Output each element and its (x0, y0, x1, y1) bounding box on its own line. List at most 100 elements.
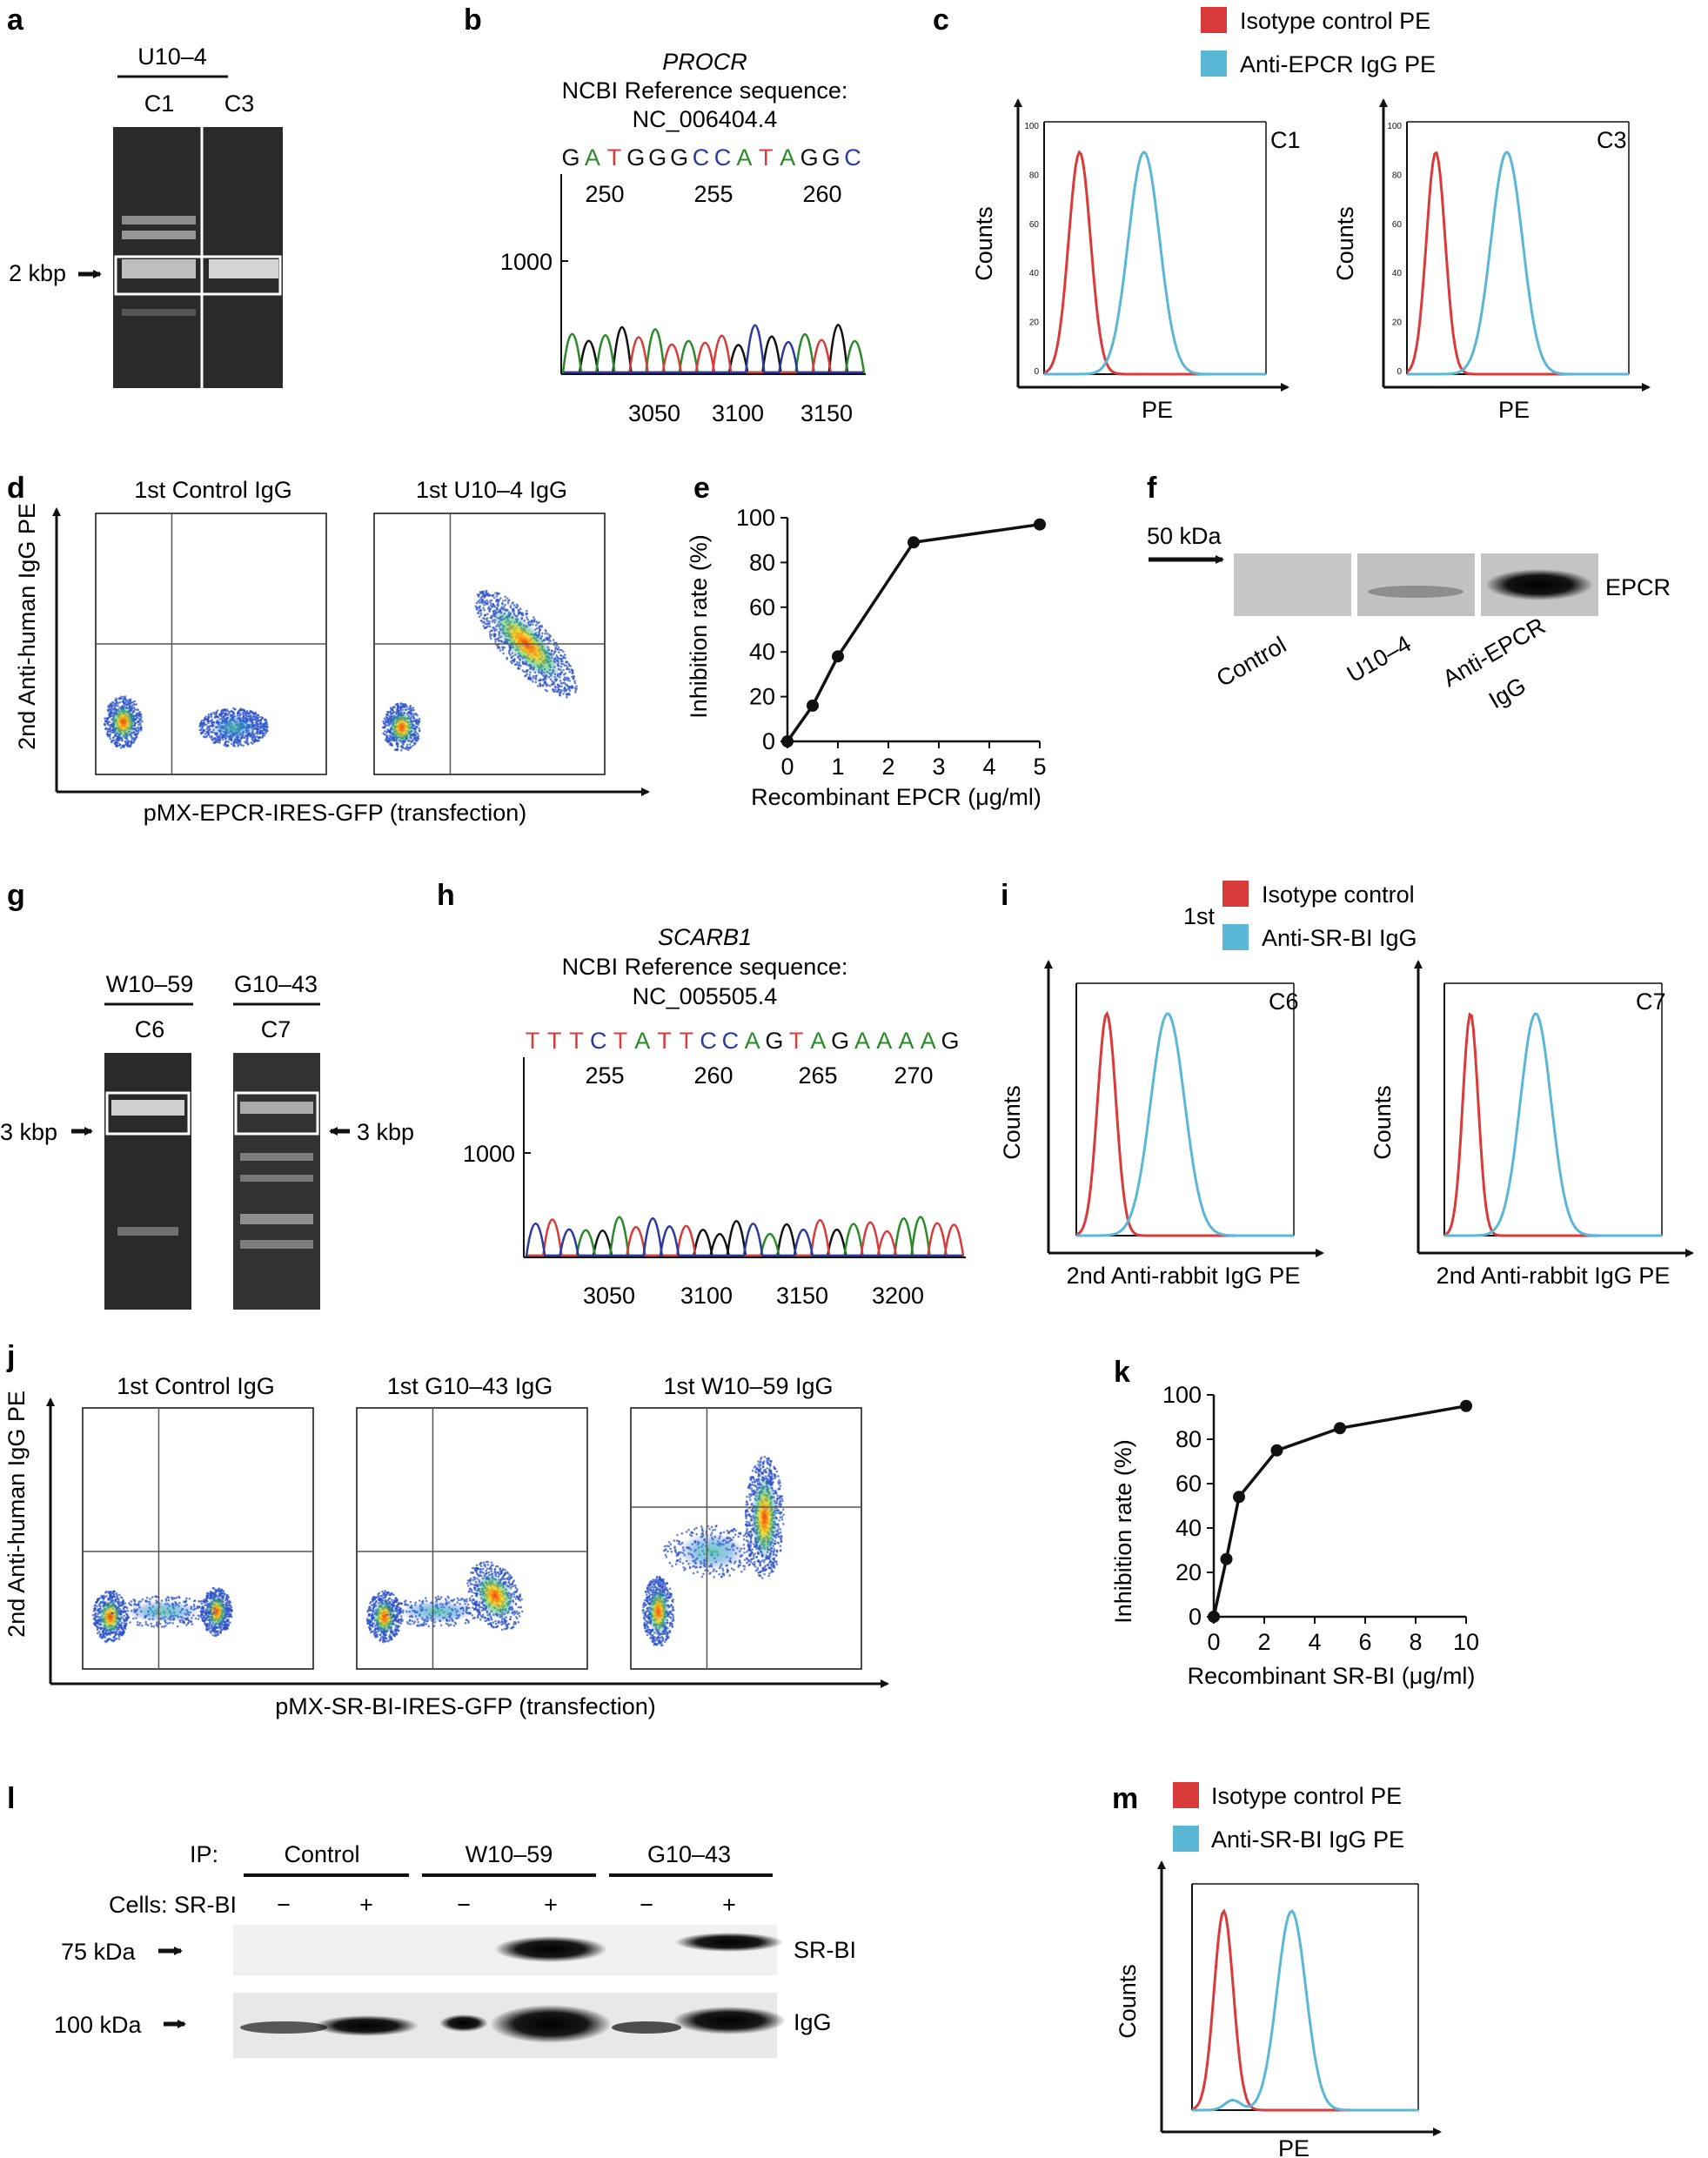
dot-event (158, 1622, 162, 1625)
dot-event (475, 1564, 479, 1567)
dot-event (488, 610, 491, 613)
hist-curve (1044, 150, 1266, 376)
dot-event (124, 1612, 128, 1615)
dot-event (484, 1564, 486, 1566)
dot-event (388, 1633, 392, 1637)
gel-g-band (111, 1100, 184, 1116)
dot-event (559, 657, 561, 660)
dot-event (223, 708, 226, 712)
seq-b-chromatogram (561, 324, 866, 374)
dot-event (227, 1623, 230, 1625)
dot-event (492, 603, 495, 606)
dot-event (106, 734, 110, 738)
dot-event (567, 668, 571, 671)
dot-event (409, 1623, 412, 1625)
dot-event (492, 1564, 494, 1566)
dot-event (494, 592, 497, 594)
chromatogram-trace (564, 324, 863, 374)
dot-event (482, 625, 486, 627)
dot-j3-title: 1st W10–59 IgG (663, 1373, 833, 1399)
dot-event (479, 1614, 483, 1618)
seq-base: T (547, 1028, 562, 1054)
dot-event (106, 720, 109, 723)
dot-event (382, 1639, 385, 1642)
dot-event (491, 605, 494, 607)
panel-j: j 2nd Anti-human IgG PE pMX-SR-BI-IRES-G… (3, 1340, 889, 1719)
dot-event (417, 723, 420, 726)
dot-event (191, 1623, 194, 1625)
dot-event (385, 717, 389, 720)
dot-event (468, 1580, 472, 1583)
dot-event (554, 686, 557, 688)
dot-event (492, 1621, 495, 1624)
dot-event (514, 1598, 518, 1600)
dot-event (562, 668, 565, 672)
dot-event (565, 664, 567, 667)
dot-event (507, 1575, 511, 1578)
gel-a-highlight-box (114, 255, 282, 296)
dot-event (478, 1605, 481, 1609)
chromatogram-trace (564, 334, 863, 374)
panel-h: h SCARB1 NCBI Reference sequence: NC_005… (437, 879, 966, 1309)
dot-event (516, 1610, 519, 1613)
seq-base: T (680, 1028, 694, 1054)
dot-event (514, 1621, 517, 1624)
dot-event (475, 601, 479, 605)
dot-event (476, 593, 479, 596)
line-e-xlabel: Recombinant EPCR (μg/ml) (751, 784, 1042, 810)
hist-ytick: 40 (1392, 269, 1403, 278)
dot-event (479, 1570, 482, 1573)
dot-event (511, 608, 514, 611)
dot-event (386, 720, 389, 723)
dot-event (225, 1626, 229, 1630)
dot-event (381, 1640, 385, 1644)
dot-event (114, 742, 117, 746)
dot-event (525, 670, 528, 673)
dot-event (207, 713, 210, 716)
dot-event (111, 1639, 115, 1643)
dot-event (471, 1583, 473, 1585)
dot-event (507, 1580, 511, 1584)
hist-i-xlabel: 2nd Anti-rabbit IgG PE (1067, 1263, 1301, 1289)
dot-event (204, 1625, 208, 1627)
gel-a-lane-c3: C3 (224, 90, 255, 117)
dot-event (265, 721, 268, 724)
dot-event (136, 1624, 139, 1626)
dot-event (510, 656, 513, 660)
dot-event (498, 599, 501, 601)
dot-event (504, 1569, 506, 1572)
dot-event (507, 1622, 511, 1625)
dot-event (546, 638, 549, 641)
dot-event (506, 1572, 510, 1575)
dot-event (553, 681, 555, 684)
dot-event (206, 1611, 210, 1613)
dot-event (509, 660, 512, 663)
line-point (807, 699, 819, 712)
dot-event (416, 714, 419, 717)
dot-event (109, 737, 111, 741)
dot-d-plots (52, 507, 650, 796)
dot-event (213, 1632, 216, 1634)
dot-event (117, 701, 120, 705)
dot-event (514, 606, 517, 608)
dot-event (207, 1606, 211, 1609)
dot-event (392, 707, 394, 709)
chromatogram-trace (525, 1216, 962, 1257)
dot-event (407, 748, 410, 752)
blot-f-band-label: EPCR (1605, 574, 1671, 600)
dot-event (378, 1633, 382, 1637)
dot-event (382, 1637, 385, 1639)
dot-event (130, 1600, 133, 1603)
dot-event (205, 727, 209, 731)
dot-event (568, 694, 571, 696)
dot-event (204, 1599, 207, 1603)
dot-event (228, 1615, 231, 1618)
dot-event (126, 700, 130, 702)
dot-event (175, 1596, 178, 1599)
dot-event (266, 726, 269, 728)
dot-event (485, 1569, 488, 1572)
dot-event (218, 1589, 221, 1592)
dot-event (506, 657, 508, 660)
dot-event (515, 603, 519, 607)
dot-event (129, 1621, 131, 1624)
